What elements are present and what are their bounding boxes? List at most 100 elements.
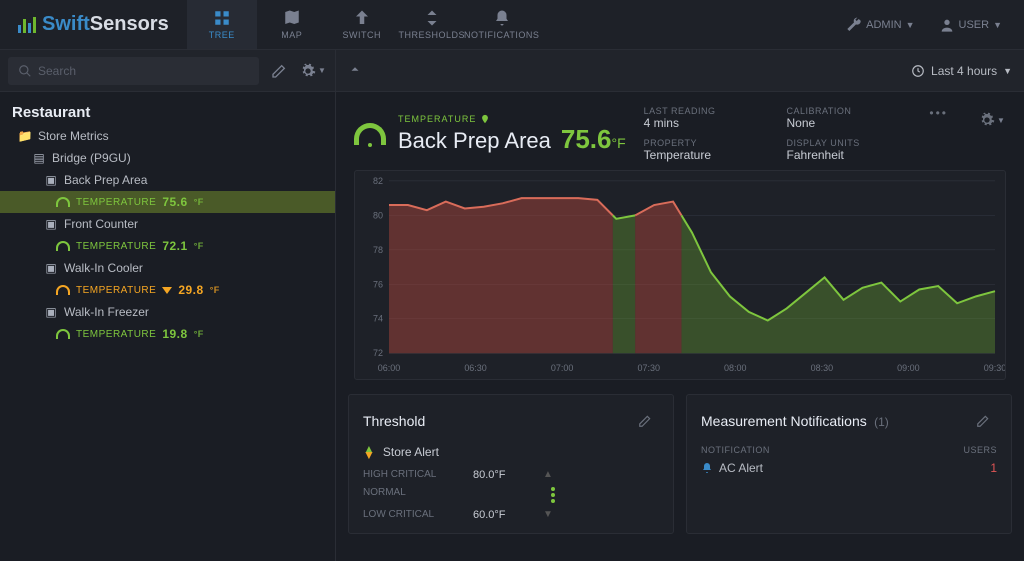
search-settings-button[interactable]: ▼ [299, 57, 327, 85]
tree-reading-unit: °F [194, 197, 204, 207]
sensor-icon: ▣ [44, 217, 58, 231]
location-icon [480, 114, 490, 124]
thresholds-icon [423, 9, 441, 27]
sensor-icon: ▣ [44, 305, 58, 319]
tree-reading[interactable]: TEMPERATURE 29.8°F [0, 279, 335, 301]
tree-reading-value: 75.6 [162, 195, 187, 209]
user-menu[interactable]: USER ▼ [927, 17, 1014, 33]
user-menu-label: USER [959, 19, 990, 31]
threshold-alert-name[interactable]: Store Alert [383, 445, 439, 459]
gauge-icon [56, 329, 70, 339]
notif-name: AC Alert [719, 461, 763, 475]
caret-down-icon: ▼ [993, 20, 1002, 30]
nav-switch[interactable]: SWITCH [327, 0, 397, 49]
threshold-edit-button[interactable] [631, 407, 659, 435]
tree-reading[interactable]: TEMPERATURE 75.6°F [0, 191, 335, 213]
tree-device-label: Front Counter [64, 217, 138, 231]
tree-device-label: Back Prep Area [64, 173, 147, 187]
caret-down-icon: ▼ [1003, 66, 1012, 76]
calibration-label: CALIBRATION [787, 106, 900, 116]
tree-icon [213, 9, 231, 27]
user-icon [939, 17, 955, 33]
property-label: PROPERTY [644, 138, 757, 148]
device-tree: Restaurant 📁 Store Metrics ▤ Bridge (P9G… [0, 92, 335, 561]
gauge-icon [56, 197, 70, 207]
svg-text:07:00: 07:00 [551, 363, 574, 373]
tree-device[interactable]: ▣ Back Prep Area [0, 169, 335, 191]
time-range-selector[interactable]: Last 4 hours ▼ [911, 64, 1012, 78]
clock-icon [911, 64, 925, 78]
svg-text:08:00: 08:00 [724, 363, 747, 373]
svg-text:74: 74 [373, 314, 383, 324]
nav-tree[interactable]: TREE [187, 0, 257, 49]
svg-text:80: 80 [373, 210, 383, 220]
notifications-panel: Measurement Notifications (1) NOTIFICATI… [686, 394, 1012, 534]
temperature-chart[interactable]: 72747678808206:0006:3007:0007:3008:0008:… [354, 170, 1006, 380]
detail-title: Back Prep Area [398, 128, 551, 154]
tree-root[interactable]: Restaurant [0, 100, 335, 125]
search-input[interactable] [38, 64, 249, 78]
caret-down-icon: ▼ [906, 20, 915, 30]
bridge-icon: ▤ [32, 151, 46, 165]
logo-bars-icon [18, 17, 36, 33]
units-value: Fahrenheit [787, 148, 900, 162]
detail-value: 75.6 [561, 124, 612, 154]
tree-folder[interactable]: 📁 Store Metrics [0, 125, 335, 147]
notifications-count: (1) [874, 415, 889, 429]
edit-icon [638, 414, 652, 428]
notifications-edit-button[interactable] [969, 407, 997, 435]
admin-menu-label: ADMIN [866, 19, 901, 31]
tree-reading[interactable]: TEMPERATURE 72.1°F [0, 235, 335, 257]
caret-down-icon: ▼ [318, 66, 326, 75]
tree-device[interactable]: ▣ Front Counter [0, 213, 335, 235]
nav-thresholds[interactable]: THRESHOLDS [397, 0, 467, 49]
brand-part2: Sensors [90, 13, 169, 35]
notification-row[interactable]: AC Alert 1 [701, 461, 997, 475]
tree-reading[interactable]: TEMPERATURE 19.8°F [0, 323, 335, 345]
detail-settings-button[interactable]: ▼ [978, 106, 1006, 134]
tree-reading-value: 72.1 [162, 239, 187, 253]
svg-text:06:30: 06:30 [464, 363, 487, 373]
tree-reading-value: 19.8 [162, 327, 187, 341]
high-critical-value: 80.0°F [473, 469, 533, 481]
low-critical-label: LOW CRITICAL [363, 509, 463, 521]
svg-text:72: 72 [373, 348, 383, 358]
gauge-icon [56, 285, 70, 295]
notif-col-users: USERS [963, 445, 997, 455]
detail-more-button[interactable]: ••• [929, 106, 948, 120]
tree-reading-unit: °F [194, 329, 204, 339]
tree-bridge[interactable]: ▤ Bridge (P9GU) [0, 147, 335, 169]
detail-unit: °F [611, 135, 625, 151]
search-box[interactable] [8, 57, 259, 85]
tree-reading-label: TEMPERATURE [76, 241, 156, 252]
nav-map[interactable]: MAP [257, 0, 327, 49]
tree-device-label: Walk-In Cooler [64, 261, 143, 275]
svg-text:09:30: 09:30 [984, 363, 1005, 373]
tree-bridge-label: Bridge (P9GU) [52, 151, 131, 165]
gauge-icon [56, 241, 70, 251]
wrench-icon [846, 17, 862, 33]
edit-icon [976, 414, 990, 428]
property-value: Temperature [644, 148, 757, 162]
tree-device[interactable]: ▣ Walk-In Cooler [0, 257, 335, 279]
tree-device[interactable]: ▣Walk-In Freezer [0, 301, 335, 323]
notif-users: 1 [990, 461, 997, 475]
tree-reading-value: 29.8 [178, 283, 203, 297]
chevron-up-icon: ▲ [543, 469, 563, 481]
collapse-button[interactable] [348, 62, 362, 79]
edit-search-button[interactable] [265, 57, 293, 85]
svg-text:07:30: 07:30 [637, 363, 660, 373]
sensor-icon: ▣ [44, 261, 58, 275]
sensor-icon: ▣ [44, 173, 58, 187]
svg-text:08:30: 08:30 [811, 363, 834, 373]
tree-folder-label: Store Metrics [38, 129, 109, 143]
low-critical-value: 60.0°F [473, 509, 533, 521]
nav-notifications[interactable]: NOTIFICATIONS [467, 0, 537, 49]
threshold-title: Threshold [363, 413, 425, 429]
gear-icon [300, 63, 316, 79]
edit-icon [271, 63, 287, 79]
normal-dots-icon [543, 487, 563, 503]
folder-icon: 📁 [18, 129, 32, 143]
admin-menu[interactable]: ADMIN ▼ [834, 17, 926, 33]
svg-text:09:00: 09:00 [897, 363, 920, 373]
